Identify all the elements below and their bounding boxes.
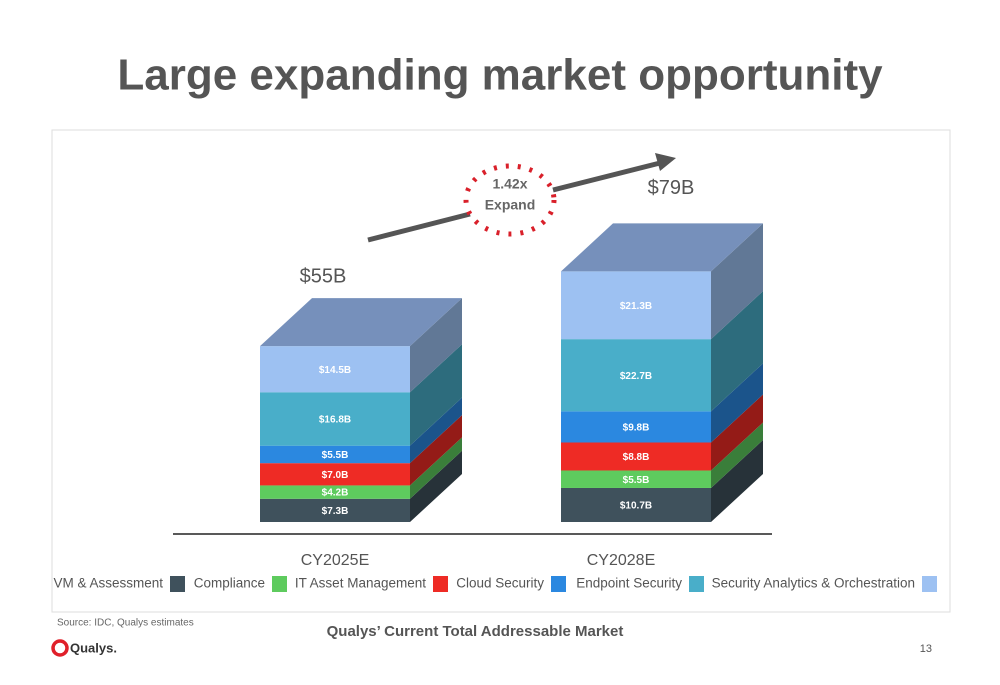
data-label: $7.0B: [322, 470, 349, 481]
logo-icon: [51, 639, 69, 657]
bar-side: [711, 422, 763, 488]
data-label: $9.8B: [623, 423, 650, 434]
arrow-head: [655, 153, 676, 171]
total-label: $55B: [300, 265, 347, 287]
bar-segment: [561, 339, 711, 412]
dotted-circle: [463, 163, 557, 237]
annotation: 1.42x: [492, 176, 527, 192]
data-label: $5.5B: [322, 450, 349, 461]
bar-side: [410, 397, 462, 464]
data-label: $10.7B: [620, 501, 652, 512]
data-label: $8.8B: [623, 452, 650, 463]
legend-swatch: [170, 576, 185, 592]
bar-segment: [260, 392, 410, 446]
bar-segment: [561, 487, 711, 522]
x-tick-label: CY2028E: [587, 552, 656, 569]
data-label: $5.5B: [623, 475, 650, 486]
x-tick-label: CY2025E: [301, 552, 370, 569]
data-label: $21.3B: [620, 301, 652, 312]
data-label: $16.8B: [319, 415, 351, 426]
bar-segment: [260, 485, 410, 499]
bar-segment: [260, 445, 410, 464]
legend-swatch: [922, 576, 937, 592]
data-label: $4.2B: [322, 488, 349, 499]
legend-label: Cloud Security: [456, 576, 544, 591]
arrow-part: [552, 160, 661, 193]
bar-segment: [561, 271, 711, 340]
legend-label: Endpoint Security: [576, 576, 682, 591]
bar-side: [410, 344, 462, 446]
bar-side: [711, 394, 763, 471]
bar-top: [561, 223, 763, 272]
annotation: Expand: [485, 197, 536, 213]
page-number: 13: [920, 643, 932, 655]
data-label: $7.3B: [322, 506, 349, 517]
arrow-part: [367, 211, 471, 243]
legend-label: Security Analytics & Orchestration: [712, 576, 915, 591]
bar-side: [711, 363, 763, 443]
footer: Qualys’ Current Total Addressable Market: [327, 623, 624, 640]
total-label: $79B: [648, 177, 695, 199]
data-label: $14.5B: [319, 365, 351, 376]
bar-side: [711, 223, 763, 340]
legend-swatch: [272, 576, 287, 592]
bar-segment: [561, 470, 711, 488]
bar-side: [711, 291, 763, 412]
bar-segment: [260, 346, 410, 393]
bar-side: [410, 450, 462, 522]
legend-swatch: [433, 576, 448, 592]
bar-side: [410, 437, 462, 499]
legend-swatch: [551, 576, 566, 592]
source: Source: IDC, Qualys estimates: [57, 618, 194, 629]
bar-side: [410, 415, 462, 486]
legend-swatch: [689, 576, 704, 592]
bar-side: [410, 298, 462, 393]
bar-side: [711, 439, 763, 522]
slide-title: Large expanding market opportunity: [117, 51, 883, 100]
bar-segment: [260, 498, 410, 522]
data-label: $22.7B: [620, 371, 652, 382]
logo: Qualys.: [70, 640, 117, 655]
bar-segment: [260, 463, 410, 486]
legend-label: IT Asset Management: [295, 576, 426, 591]
bar-top: [260, 298, 462, 347]
legend-label: Compliance: [194, 576, 265, 591]
bar-segment: [561, 442, 711, 471]
legend-label: VM & Assessment: [53, 576, 163, 591]
chart-frame: [51, 129, 951, 613]
bar-segment: [561, 411, 711, 443]
